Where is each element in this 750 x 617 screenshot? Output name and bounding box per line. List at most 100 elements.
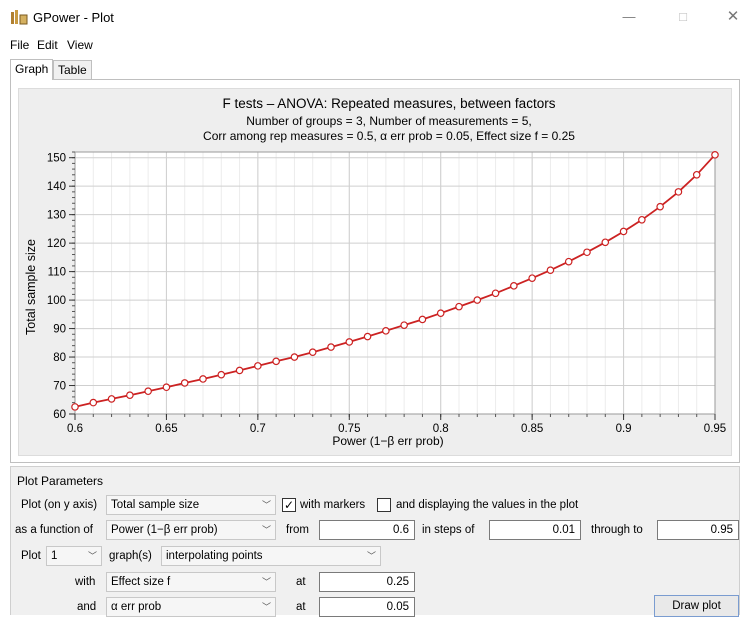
graph-count-select[interactable]: 1 ﹀ — [46, 546, 102, 566]
menu-edit[interactable]: Edit — [37, 38, 58, 52]
data-point — [107, 395, 116, 403]
menu-bar: File Edit View — [0, 36, 750, 56]
function-of-label: as a function of — [15, 524, 93, 536]
from-input[interactable]: 0.6 — [319, 520, 415, 540]
data-point — [254, 362, 262, 370]
data-point — [400, 321, 408, 329]
parameter-1-select[interactable]: Effect size f ﹀ — [106, 572, 276, 592]
with-markers-label: with markers — [300, 499, 366, 511]
display-values-checkbox[interactable] — [377, 498, 391, 512]
x-tick-label: 0.8 — [433, 423, 449, 435]
data-point — [382, 327, 390, 335]
steps-input[interactable]: 0.01 — [489, 520, 581, 540]
chevron-down-icon: ﹀ — [261, 500, 271, 510]
chart-subtitle-line-2: Corr among rep measures = 0.5, α err pro… — [203, 129, 575, 143]
x-tick-label: 0.9 — [616, 423, 632, 435]
plot-parameters-title: Plot Parameters — [17, 474, 104, 488]
close-icon[interactable]: ✕ — [726, 8, 740, 25]
y-tick-label: 60 — [53, 409, 66, 421]
chevron-down-icon: ﹀ — [261, 525, 271, 535]
display-values-label: and displaying the values in the plot — [396, 499, 579, 511]
plot-mode-value: interpolating points — [166, 550, 263, 562]
data-point — [564, 257, 573, 266]
x-tick-label: 0.6 — [67, 423, 83, 435]
data-point — [528, 274, 536, 282]
data-point — [491, 289, 500, 298]
at-label-2: at — [296, 601, 306, 613]
data-point — [126, 391, 134, 400]
minimize-icon[interactable]: — — [622, 9, 636, 24]
plot-parameters-panel: Plot Parameters Plot (on y axis) Total s… — [10, 466, 740, 617]
with-label: with — [75, 576, 96, 588]
data-point — [436, 309, 445, 317]
graph-count-value: 1 — [51, 550, 58, 562]
data-point — [308, 348, 317, 357]
data-point — [711, 151, 719, 159]
y-axis-label: Total sample size — [24, 239, 38, 335]
plot-count-label: Plot — [21, 550, 41, 562]
data-point — [327, 343, 335, 351]
y-tick-label: 90 — [53, 324, 66, 336]
parameter-2-select[interactable]: α err prob ﹀ — [106, 597, 276, 617]
through-input[interactable]: 0.95 — [657, 520, 739, 540]
data-point — [546, 266, 555, 274]
data-point — [180, 379, 189, 387]
data-point — [89, 398, 98, 407]
with-markers-checkbox[interactable]: ✓ — [282, 498, 296, 512]
y-tick-label: 110 — [48, 267, 66, 279]
power-plot-chart: 0.6 0.65 0.7 0.75 0.8 0.85 0.9 0.95 60 70 80 90 100 1… — [24, 96, 726, 448]
plot-mode-select[interactable]: interpolating points ﹀ — [161, 546, 381, 566]
data-point — [601, 238, 610, 247]
y-tick-label: 150 — [47, 153, 66, 165]
data-point — [272, 357, 280, 366]
y-axis-select-value: Total sample size — [111, 499, 200, 511]
gpower-app-icon — [11, 10, 28, 25]
checkmark-icon: ✓ — [283, 498, 295, 512]
graphs-label: graph(s) — [109, 550, 152, 562]
data-point — [510, 282, 518, 290]
data-point — [473, 296, 482, 304]
chart-subtitle-line-1: Number of groups = 3, Number of measurem… — [246, 114, 531, 128]
y-tick-label: 100 — [47, 295, 66, 307]
chevron-down-icon: ﹀ — [261, 577, 271, 587]
x-tick-label: 0.7 — [250, 423, 266, 435]
data-point — [345, 338, 354, 346]
data-point — [692, 170, 701, 179]
tab-table[interactable]: Table — [53, 60, 92, 80]
x-axis-select[interactable]: Power (1−β err prob) ﹀ — [106, 520, 276, 540]
x-tick-label: 0.75 — [338, 423, 360, 435]
from-label: from — [286, 524, 309, 536]
chevron-down-icon: ﹀ — [87, 551, 97, 561]
data-point — [71, 403, 79, 411]
data-point — [656, 202, 664, 211]
tab-graph[interactable]: Graph — [10, 59, 54, 80]
x-tick-label: 0.95 — [704, 423, 726, 435]
menu-view[interactable]: View — [67, 38, 93, 52]
plot-area — [75, 152, 715, 414]
parameter-2-value: α err prob — [111, 601, 162, 613]
maximize-icon[interactable]: □ — [679, 9, 687, 24]
parameter-1-input[interactable]: 0.25 — [319, 572, 415, 592]
graph-panel: 0.6 0.65 0.7 0.75 0.8 0.85 0.9 0.95 60 70 80 90 100 1… — [10, 79, 740, 463]
y-tick-label: 130 — [47, 210, 66, 222]
data-point — [290, 353, 299, 361]
parameter-1-value: Effect size f — [111, 576, 171, 588]
parameter-2-input[interactable]: 0.05 — [319, 597, 415, 617]
title-bar: GPower - Plot — □ ✕ — [0, 0, 750, 34]
window-title: GPower - Plot — [33, 10, 114, 25]
data-point — [144, 387, 152, 396]
draw-plot-button[interactable]: Draw plot — [654, 595, 739, 617]
y-tick-label: 140 — [47, 181, 66, 193]
x-axis-select-value: Power (1−β err prob) — [111, 524, 218, 536]
menu-file[interactable]: File — [10, 38, 30, 52]
data-point — [638, 215, 646, 224]
data-point — [583, 248, 591, 257]
x-tick-label: 0.85 — [521, 423, 543, 435]
x-axis-label: Power (1−β err prob) — [332, 434, 443, 448]
plot-y-axis-label: Plot (on y axis) — [21, 499, 98, 511]
through-label: through to — [591, 524, 643, 536]
chevron-down-icon: ﹀ — [261, 602, 271, 612]
data-point — [235, 366, 244, 375]
y-axis-select[interactable]: Total sample size ﹀ — [106, 495, 276, 515]
y-tick-label: 80 — [53, 352, 66, 364]
